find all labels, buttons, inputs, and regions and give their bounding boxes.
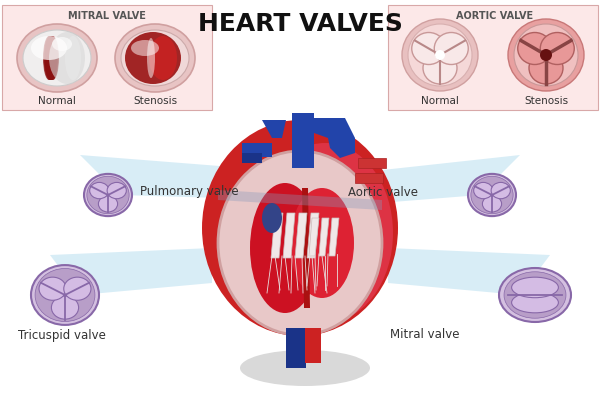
Ellipse shape	[408, 24, 472, 86]
Ellipse shape	[423, 52, 457, 84]
Ellipse shape	[434, 32, 468, 64]
Bar	[242, 143, 272, 157]
Ellipse shape	[262, 203, 282, 233]
Ellipse shape	[540, 32, 574, 64]
Text: Stenosis: Stenosis	[133, 96, 177, 106]
Text: Aortic valve: Aortic valve	[348, 186, 418, 198]
Ellipse shape	[89, 182, 109, 199]
Ellipse shape	[473, 182, 493, 199]
Polygon shape	[302, 188, 310, 308]
Bar	[305, 328, 321, 363]
Ellipse shape	[131, 40, 159, 56]
Polygon shape	[309, 218, 319, 256]
Ellipse shape	[202, 120, 398, 336]
Ellipse shape	[149, 36, 177, 80]
Bar	[242, 153, 262, 163]
Ellipse shape	[98, 196, 118, 212]
Ellipse shape	[35, 268, 95, 322]
Bar	[388, 5, 598, 110]
Ellipse shape	[121, 30, 189, 86]
Ellipse shape	[257, 143, 393, 323]
Ellipse shape	[107, 182, 127, 199]
Text: Normal: Normal	[421, 96, 459, 106]
Ellipse shape	[529, 52, 563, 84]
Ellipse shape	[45, 36, 57, 80]
Ellipse shape	[125, 32, 181, 84]
Ellipse shape	[115, 24, 195, 92]
Ellipse shape	[17, 24, 97, 92]
Ellipse shape	[491, 182, 511, 199]
Ellipse shape	[47, 36, 59, 80]
Ellipse shape	[87, 176, 129, 214]
Ellipse shape	[23, 30, 91, 86]
Bar	[355, 173, 383, 183]
Polygon shape	[271, 213, 283, 258]
Ellipse shape	[412, 32, 446, 64]
Ellipse shape	[64, 277, 91, 300]
Ellipse shape	[482, 196, 502, 212]
Ellipse shape	[468, 174, 516, 216]
Ellipse shape	[52, 296, 79, 319]
Ellipse shape	[49, 32, 85, 84]
Text: MITRAL VALVE: MITRAL VALVE	[68, 11, 146, 21]
Ellipse shape	[225, 158, 335, 318]
Polygon shape	[388, 248, 550, 295]
Text: Stenosis: Stenosis	[524, 96, 568, 106]
Text: HEART VALVES: HEART VALVES	[197, 12, 403, 36]
Polygon shape	[262, 120, 286, 138]
Polygon shape	[307, 213, 319, 258]
Text: Tricuspid valve: Tricuspid valve	[18, 328, 106, 342]
Polygon shape	[314, 118, 355, 158]
Ellipse shape	[540, 49, 552, 61]
Ellipse shape	[218, 151, 382, 335]
Ellipse shape	[512, 277, 559, 298]
Ellipse shape	[84, 174, 132, 216]
Ellipse shape	[31, 36, 67, 60]
Text: Normal: Normal	[38, 96, 76, 106]
Text: Mitral valve: Mitral valve	[390, 328, 460, 342]
Bar	[358, 158, 386, 168]
Ellipse shape	[44, 36, 56, 80]
Ellipse shape	[39, 277, 66, 300]
Ellipse shape	[499, 268, 571, 322]
Ellipse shape	[471, 176, 513, 214]
Ellipse shape	[46, 36, 58, 80]
Ellipse shape	[518, 32, 552, 64]
Text: Pulmonary valve: Pulmonary valve	[140, 186, 239, 198]
Ellipse shape	[240, 350, 370, 386]
Ellipse shape	[504, 272, 566, 318]
Ellipse shape	[508, 19, 584, 91]
Bar	[2, 5, 212, 110]
Ellipse shape	[44, 36, 56, 80]
Polygon shape	[283, 213, 295, 258]
Ellipse shape	[250, 183, 320, 313]
Polygon shape	[329, 218, 339, 256]
Ellipse shape	[402, 19, 478, 91]
Bar	[292, 113, 314, 168]
Polygon shape	[319, 218, 329, 256]
Polygon shape	[218, 190, 382, 210]
Ellipse shape	[31, 265, 99, 325]
Polygon shape	[355, 155, 520, 203]
Text: AORTIC VALVE: AORTIC VALVE	[457, 11, 533, 21]
Ellipse shape	[46, 36, 58, 80]
Ellipse shape	[435, 50, 445, 60]
Ellipse shape	[45, 36, 57, 80]
Polygon shape	[50, 248, 212, 295]
Ellipse shape	[52, 37, 72, 51]
Polygon shape	[80, 155, 245, 198]
Ellipse shape	[512, 292, 559, 313]
Ellipse shape	[147, 38, 155, 78]
Polygon shape	[295, 213, 307, 258]
Ellipse shape	[65, 36, 81, 80]
Ellipse shape	[290, 188, 354, 298]
Ellipse shape	[43, 36, 55, 80]
Ellipse shape	[514, 24, 578, 86]
Bar	[286, 328, 306, 368]
